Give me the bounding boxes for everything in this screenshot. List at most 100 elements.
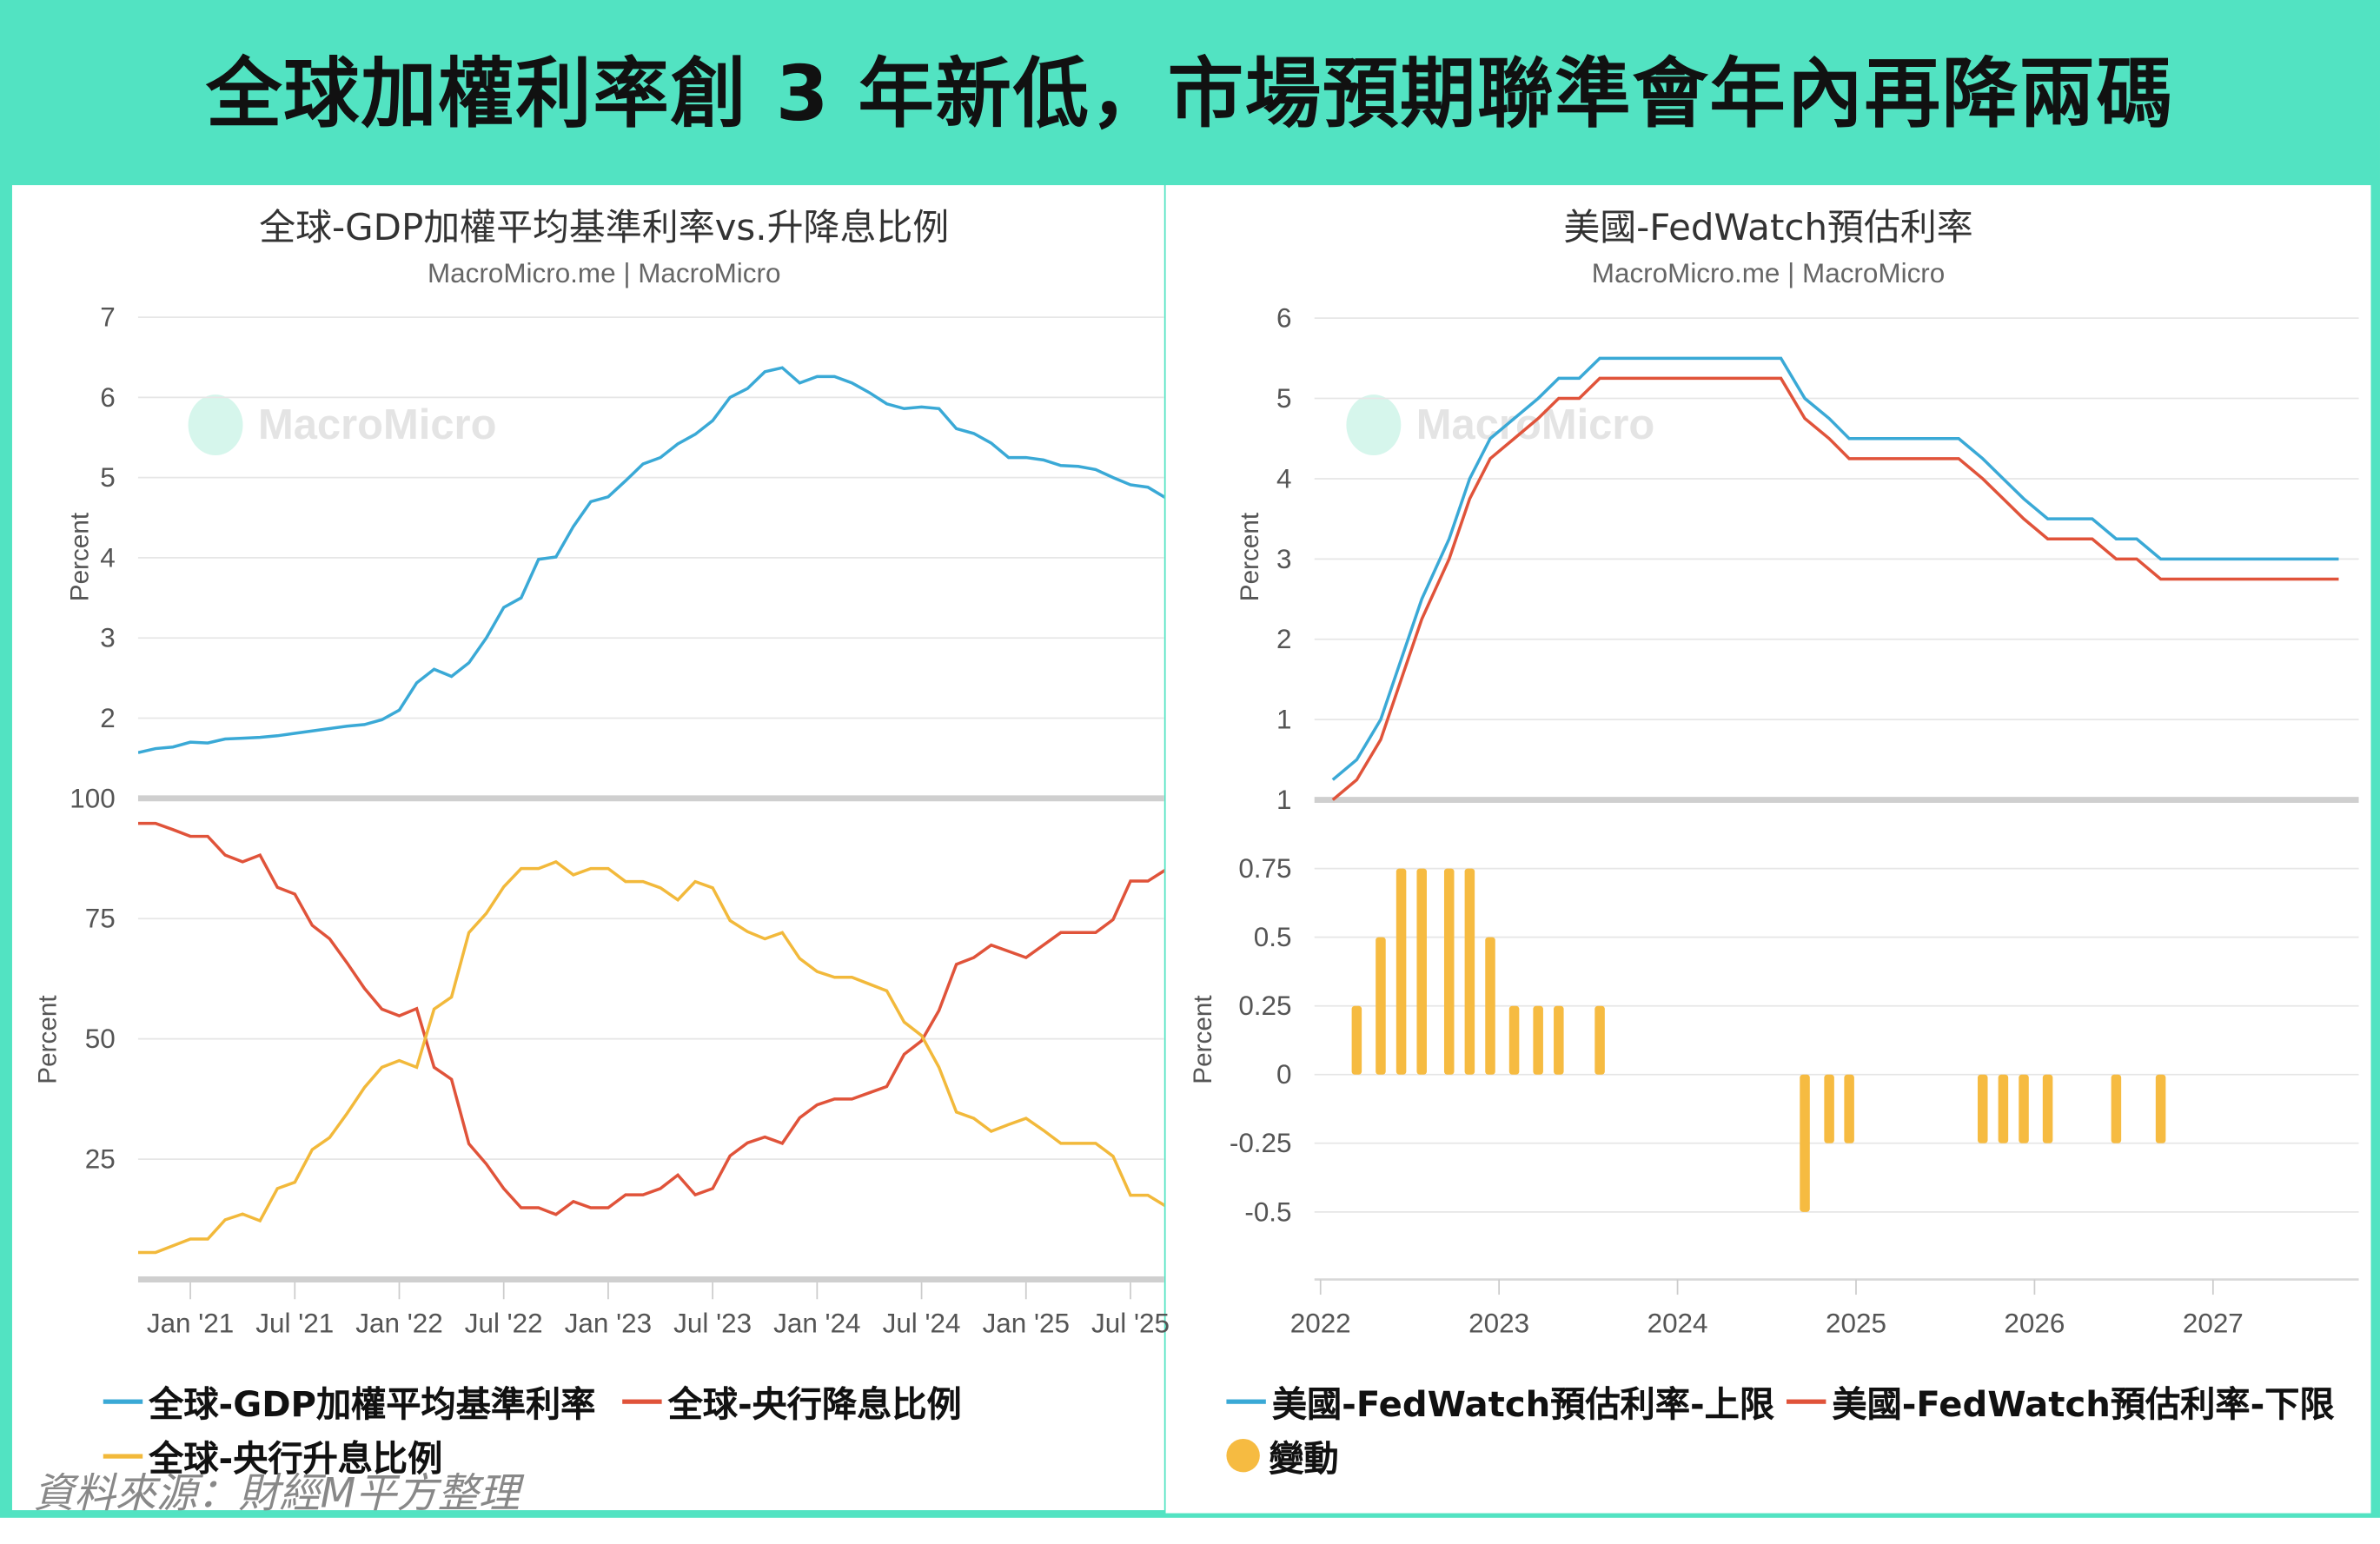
y-tick-label: 2 [1276, 624, 1291, 654]
x-tick-label: Jul '23 [673, 1309, 752, 1339]
x-tick-label: 2022 [1290, 1309, 1351, 1339]
y-tick-label: 6 [100, 382, 115, 413]
legend-label: 全球-GDP加權平均基準利率 [149, 1385, 596, 1426]
x-tick-label: 2026 [2004, 1309, 2065, 1339]
legend-dot [1226, 1438, 1260, 1473]
x-tick-label: Jan '21 [147, 1309, 234, 1339]
x-tick-label: 2023 [1468, 1309, 1529, 1339]
watermark-right: MacroMicro [1346, 394, 1654, 456]
x-tick-label: Jan '24 [773, 1309, 860, 1339]
watermark-left: MacroMicro [188, 394, 497, 456]
y-tick-label: -0.25 [1230, 1128, 1292, 1158]
y-tick-label: 4 [1276, 463, 1291, 494]
y-tick-label: 0.75 [1238, 853, 1291, 884]
y-tick-label: 4 [100, 542, 115, 573]
x-tick-label: Jan '22 [355, 1309, 442, 1339]
bar [1443, 868, 1455, 1075]
y-tick-label: 0 [1276, 1059, 1291, 1090]
legend-item-fed-upper[interactable]: 美國-FedWatch預估利率-上限 [1226, 1375, 1774, 1427]
legend-label: 全球-央行升息比例 [149, 1440, 443, 1481]
y-tick-label: 0.5 [1254, 922, 1292, 952]
y-tick-label: -0.5 [1244, 1196, 1291, 1227]
y-tick-label: 75 [85, 904, 116, 934]
right-chart-title: 美國-FedWatch預估利率 [1563, 206, 1973, 249]
macromicro-logo-icon [188, 394, 243, 456]
left-chart-subtitle: MacroMicro.me | MacroMicro [427, 257, 781, 288]
x-tick-label: 2025 [1826, 1309, 1886, 1339]
y-axis-title: Percent [65, 512, 94, 601]
y-tick-label: 100 [70, 783, 115, 813]
series-line-1 [1331, 356, 2339, 781]
bar [1485, 937, 1495, 1075]
series-line-3 [137, 859, 1164, 1255]
right-chart-subtitle: MacroMicro.me | MacroMicro [1591, 257, 1946, 288]
x-tick-label: Jan '25 [983, 1309, 1070, 1339]
series-line-1 [137, 366, 1164, 754]
legend-item-fed-lower[interactable]: 美國-FedWatch預估利率-下限 [1786, 1375, 2335, 1427]
bar [1396, 868, 1407, 1075]
y-tick-label: 7 [100, 302, 115, 333]
left-chart-title: 全球-GDP加權平均基準利率vs.升降息比例 [259, 206, 950, 249]
x-tick-label: Jul '25 [1091, 1309, 1170, 1339]
bar [1824, 1074, 1834, 1143]
bar [1800, 1074, 1810, 1212]
bar [2042, 1074, 2053, 1143]
y-tick-label: 0.25 [1238, 991, 1291, 1021]
watermark-text: MacroMicro [257, 401, 497, 448]
headline: 全球加權利率創 3 年新低，市場預期聯準會年內再降兩碼 [206, 50, 2174, 138]
y-tick-label: 2 [100, 703, 115, 733]
y-axis-title: Percent [34, 995, 63, 1084]
bar [1998, 1074, 2009, 1143]
legend-swatch [622, 1398, 662, 1403]
x-tick-label: Jul '24 [883, 1309, 961, 1339]
bar [2019, 1074, 2029, 1143]
bar [2155, 1074, 2166, 1143]
legend-item-change[interactable]: 變動 [1226, 1429, 1339, 1481]
series-line-2 [1331, 376, 2339, 801]
y-tick-label: 3 [100, 623, 115, 653]
y-tick-label: 5 [1276, 383, 1291, 414]
x-tick-label: Jul '22 [465, 1309, 543, 1339]
bar [1533, 1005, 1543, 1075]
legend-swatch [103, 1398, 143, 1403]
y-tick-label: 5 [100, 462, 115, 493]
y-tick-label: 1 [1276, 705, 1291, 735]
bar [1464, 868, 1475, 1075]
bar [1594, 1005, 1605, 1075]
macromicro-logo-icon [1346, 394, 1402, 456]
x-tick-label: 2024 [1647, 1309, 1708, 1339]
legend-item-cut-ratio[interactable]: 全球-央行降息比例 [622, 1375, 962, 1427]
legend-swatch [1226, 1398, 1266, 1403]
legend-label: 全球-央行降息比例 [667, 1385, 962, 1426]
y-axis-title: Percent [1236, 512, 1264, 601]
x-tick-label: 2027 [2183, 1309, 2244, 1339]
bar [1508, 1005, 1520, 1075]
y-tick-label: 3 [1276, 544, 1291, 574]
legend-label: 美國-FedWatch預估利率-下限 [1832, 1385, 2335, 1426]
legend-label: 變動 [1269, 1440, 1339, 1481]
bar [1554, 1005, 1564, 1075]
y-tick-label: 50 [85, 1024, 116, 1054]
bar [2111, 1074, 2122, 1143]
legend-item-hike-ratio[interactable]: 全球-央行升息比例 [103, 1429, 442, 1481]
legend-swatch [1786, 1398, 1826, 1403]
y-tick-label: 25 [85, 1144, 116, 1175]
legend-item-gdp-rate[interactable]: 全球-GDP加權平均基準利率 [103, 1375, 596, 1427]
legend-swatch [103, 1453, 143, 1458]
bar [1844, 1074, 1854, 1143]
legend-label: 美國-FedWatch預估利率-上限 [1271, 1385, 1775, 1426]
y-tick-label: 6 [1276, 303, 1291, 334]
bar [1351, 1005, 1362, 1075]
x-tick-label: Jan '23 [565, 1309, 652, 1339]
series-line-2 [137, 821, 1164, 1216]
bar [1977, 1074, 1988, 1143]
x-tick-label: Jul '21 [255, 1309, 334, 1339]
y-axis-title: Percent [1189, 995, 1217, 1084]
y-tick-label: 1 [1276, 785, 1291, 815]
bar [1376, 937, 1386, 1075]
bar [1416, 868, 1427, 1075]
source-note: 資料來源：財經M平方整理 [33, 1470, 520, 1518]
